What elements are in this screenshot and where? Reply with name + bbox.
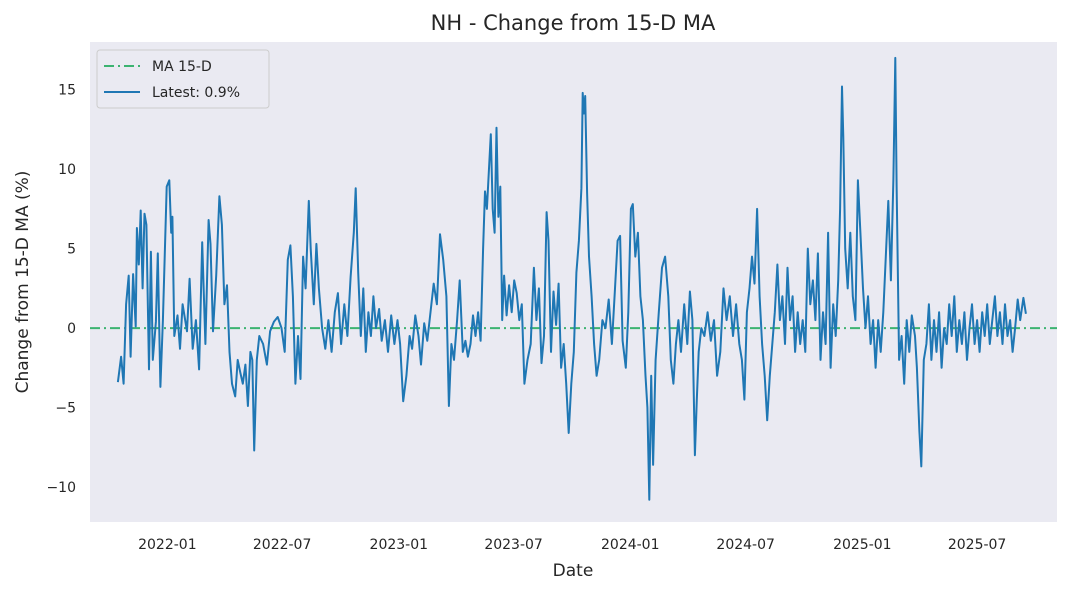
x-tick-label: 2023-07 bbox=[484, 537, 543, 553]
x-tick-label: 2025-07 bbox=[948, 537, 1007, 553]
y-tick-label: 15 bbox=[58, 83, 76, 99]
y-tick-label: −10 bbox=[46, 480, 76, 496]
legend-ma-label: MA 15-D bbox=[152, 59, 212, 75]
y-tick-label: 0 bbox=[67, 321, 76, 337]
plot-area bbox=[90, 42, 1057, 522]
x-tick-label: 2022-01 bbox=[138, 537, 197, 553]
legend: MA 15-D Latest: 0.9% bbox=[96, 49, 270, 109]
legend-box bbox=[96, 49, 270, 109]
legend-series-label: Latest: 0.9% bbox=[152, 85, 240, 101]
y-tick-label: −5 bbox=[55, 401, 76, 417]
y-axis-label: Change from 15-D MA (%) bbox=[13, 171, 33, 394]
x-axis-label: Date bbox=[553, 561, 594, 581]
y-tick-label: 10 bbox=[58, 162, 76, 178]
series-line bbox=[116, 56, 1027, 501]
x-tick-label: 2024-07 bbox=[716, 537, 775, 553]
x-tick-label: 2025-01 bbox=[833, 537, 892, 553]
x-tick-label: 2022-07 bbox=[253, 537, 312, 553]
x-tick-label: 2024-01 bbox=[601, 537, 660, 553]
chart-title: NH - Change from 15-D MA bbox=[431, 11, 716, 35]
y-tick-label: 5 bbox=[67, 242, 76, 258]
x-tick-label: 2023-01 bbox=[370, 537, 429, 553]
x-tick-labels: 2022-01 2022-07 2023-01 2023-07 2024-01 2024-… bbox=[138, 537, 1006, 553]
y-tick-labels: −10 −5 0 5 10 15 bbox=[46, 83, 76, 496]
